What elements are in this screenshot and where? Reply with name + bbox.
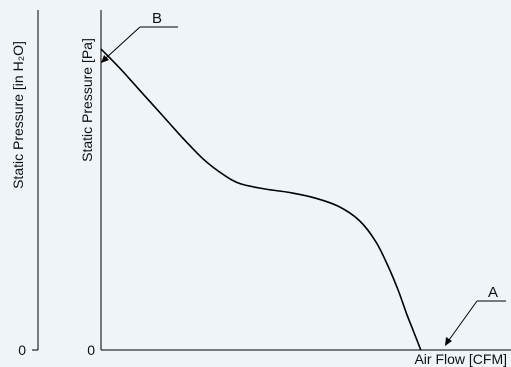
right-y-axis-label: Static Pressure [Pa] xyxy=(79,38,95,162)
annotation-b-leader xyxy=(105,26,141,59)
annotation-a-label: A xyxy=(488,284,498,301)
annotation-b-label: B xyxy=(152,10,162,27)
annotation-b: B xyxy=(101,10,178,63)
series-line xyxy=(100,48,422,351)
annotation-b-arrowhead xyxy=(101,55,109,63)
x-axis-label: Air Flow [CFM] xyxy=(414,351,507,367)
annotation-a: A xyxy=(445,284,506,346)
annotation-a-arrowhead xyxy=(445,337,452,346)
annotation-a-leader xyxy=(448,300,478,341)
left-y-tick-label: 0 xyxy=(18,342,26,358)
x-tick-label: 0 xyxy=(87,342,95,358)
left-y-axis-label: Static Pressure [in H₂O] xyxy=(10,41,26,189)
